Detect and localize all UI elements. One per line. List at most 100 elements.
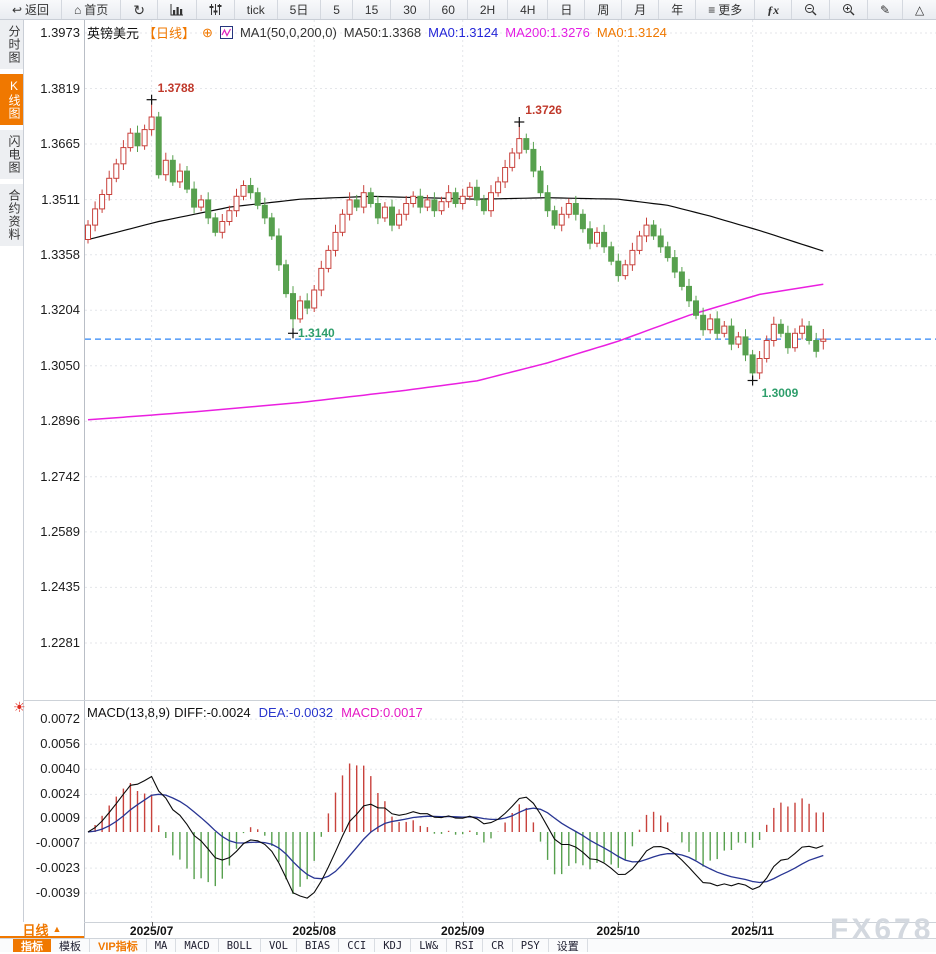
macd-axis-label: 0.0009 xyxy=(40,809,80,825)
price-axis-label: 1.3973 xyxy=(40,25,80,40)
price-axis-label: 1.2589 xyxy=(40,523,80,539)
shapes-button[interactable]: △ xyxy=(914,2,925,17)
home-button[interactable]: ⌂ 首页 xyxy=(62,0,122,19)
macd-axis-label: 0.0056 xyxy=(40,736,80,752)
tf-day-button[interactable]: 日 xyxy=(548,0,586,19)
date-axis-tick xyxy=(462,922,464,926)
panel-separator xyxy=(24,700,936,701)
ma200-value: MA200:1.3276 xyxy=(505,25,590,40)
price-axis-label: 1.2435 xyxy=(40,579,80,595)
date-axis-tick xyxy=(752,922,754,926)
ma0-blue-value: MA0:1.3124 xyxy=(428,25,499,40)
date-axis-tick xyxy=(314,922,316,926)
price-axis-label: 1.3665 xyxy=(40,136,80,152)
macd-axis-label: -0.0023 xyxy=(35,860,80,876)
tf-tick-button[interactable]: tick xyxy=(235,0,278,19)
indicator-tab-psy[interactable]: PSY xyxy=(513,939,549,952)
zoom-in-button[interactable] xyxy=(830,0,868,19)
tf-4h-button[interactable]: 4H xyxy=(508,0,549,19)
axis-border xyxy=(84,20,85,938)
price-low-label: 1.3140 xyxy=(298,326,335,341)
tf-week-button[interactable]: 周 xyxy=(585,0,623,19)
tf-60-button[interactable]: 60 xyxy=(430,0,468,19)
more-button[interactable]: ≡ 更多 xyxy=(696,0,756,19)
indicator-tab-rsi[interactable]: RSI xyxy=(447,939,484,952)
sidebar-tab-time-share[interactable]: 分时图 xyxy=(0,20,23,69)
macd-axis-label: 0.0040 xyxy=(40,761,80,777)
indicator-tab-bias[interactable]: BIAS xyxy=(297,939,340,952)
tf-2h-button[interactable]: 2H xyxy=(468,0,509,19)
indicator-tab-cr[interactable]: CR xyxy=(483,939,513,952)
tf-15-button[interactable]: 15 xyxy=(353,0,392,19)
macd-title-row: MACD(13,8,9) DIFF:-0.0024 DEA:-0.0032 MA… xyxy=(87,705,423,720)
indicator-tab-lw&[interactable]: LW& xyxy=(411,939,448,952)
date-axis-label: 2025/11 xyxy=(731,924,774,938)
price-high-label: 1.3788 xyxy=(157,80,195,95)
zoom-out-button[interactable] xyxy=(792,0,831,19)
ma-settings-label: MA1(50,0,200,0) xyxy=(239,25,337,40)
sidebar-tab-lightning[interactable]: 闪电图 xyxy=(0,130,23,179)
top-toolbar: ↩ 返回 ⌂ 首页 ↻ tick 5日 5 15 30 60 2H 4H 日周月年 ≡ 更多 ƒx ✎ △ xyxy=(0,0,936,20)
ma50-value: MA50:1.3368 xyxy=(343,25,422,40)
chart-title-row: 英镑美元 【日线】 ⊕ MA1(50,0,200,0) MA50:1.3368 … xyxy=(87,23,667,42)
date-axis-tick xyxy=(618,922,620,926)
tf-year-button[interactable]: 年 xyxy=(659,0,697,19)
tf-5d-button[interactable]: 5日 xyxy=(278,0,322,19)
macd-axis-label: -0.0007 xyxy=(35,834,80,850)
tf-month-button[interactable]: 月 xyxy=(622,0,660,19)
chart-type-sidebar: 分时图 K线图闪电图合约资料 xyxy=(0,20,24,938)
tf-5-button[interactable]: 5 xyxy=(321,0,353,19)
date-axis-tick xyxy=(151,922,153,926)
price-axis-label: 1.3358 xyxy=(40,246,80,262)
indicator-tab-ma[interactable]: MA xyxy=(147,939,177,952)
draw-button[interactable]: ✎ xyxy=(868,0,903,19)
macd-axis-label: 0.0024 xyxy=(40,786,80,802)
macd-macd-value: MACD:0.0017 xyxy=(341,705,423,720)
price-axis-label: 1.3511 xyxy=(41,191,80,207)
ma0-orange-value: MA0:1.3124 xyxy=(596,25,667,40)
add-symbol-icon[interactable]: ⊕ xyxy=(202,24,213,40)
chevron-up-icon: ▲ xyxy=(52,924,62,934)
refresh-button[interactable]: ↻ xyxy=(121,0,158,19)
date-axis-label: 2025/07 xyxy=(129,924,174,938)
indicator-tab-模板[interactable]: 模板 xyxy=(51,939,90,953)
indicator-tab-vip指标[interactable]: VIP指标 xyxy=(90,939,147,953)
indicator-tab-指标[interactable]: 指标 xyxy=(13,939,51,953)
period-tab-label: 日线 xyxy=(22,922,49,938)
indicator-tab-设置[interactable]: 设置 xyxy=(549,939,588,953)
indicator-tab-kdj[interactable]: KDJ xyxy=(375,939,412,952)
chart-type-button[interactable] xyxy=(158,0,197,19)
indicator-tab-boll[interactable]: BOLL xyxy=(219,939,261,952)
price-low-label: 1.3009 xyxy=(761,385,799,400)
sidebar-tab-kline[interactable]: K线图 xyxy=(0,74,23,125)
candlestick-chart[interactable] xyxy=(85,20,936,700)
price-axis-label: 1.3050 xyxy=(40,357,80,373)
price-high-label: 1.3726 xyxy=(525,103,562,118)
chart-region: 英镑美元 【日线】 ⊕ MA1(50,0,200,0) MA50:1.3368 … xyxy=(24,20,936,946)
mini-chart-icon[interactable] xyxy=(219,26,233,39)
indicator-tab-bar: 指标 模板 VIP指标 MA MACD BOLL VOL BIAS CCI KDJ LW& RSI CR… xyxy=(0,938,936,953)
indicator-settings-icon[interactable]: ☀ xyxy=(13,699,26,715)
macd-name: MACD(13,8,9) xyxy=(87,705,171,720)
sidebar-tab-contract-info[interactable]: 合约资料 xyxy=(0,184,23,246)
macd-chart[interactable] xyxy=(85,701,936,922)
watermark: FX678 xyxy=(830,913,934,946)
fx-button[interactable]: ƒx xyxy=(755,0,793,19)
indicator-tab-vol[interactable]: VOL xyxy=(261,939,297,952)
price-axis-label: 1.2281 xyxy=(40,634,80,650)
period-tab-daily[interactable]: 日线 ▲ xyxy=(0,922,84,938)
price-axis-label: 1.2896 xyxy=(40,413,80,429)
macd-axis-label: -0.0039 xyxy=(35,885,80,901)
indicator-tab-cci[interactable]: CCI xyxy=(339,939,376,952)
macd-bottom-border xyxy=(24,922,936,923)
back-button[interactable]: ↩ 返回 xyxy=(0,0,63,19)
symbol-name: 英镑美元 xyxy=(87,26,140,41)
macd-axis-label: 0.0072 xyxy=(40,711,80,727)
macd-diff-value: DIFF:-0.0024 xyxy=(174,705,251,720)
date-axis-label: 2025/08 xyxy=(292,924,336,938)
tf-30-button[interactable]: 30 xyxy=(391,0,430,19)
macd-dea-value: DEA:-0.0032 xyxy=(258,705,334,720)
indicator-panel-button[interactable] xyxy=(197,0,235,19)
date-axis-label: 2025/10 xyxy=(596,924,640,938)
indicator-tab-macd[interactable]: MACD xyxy=(176,939,219,952)
